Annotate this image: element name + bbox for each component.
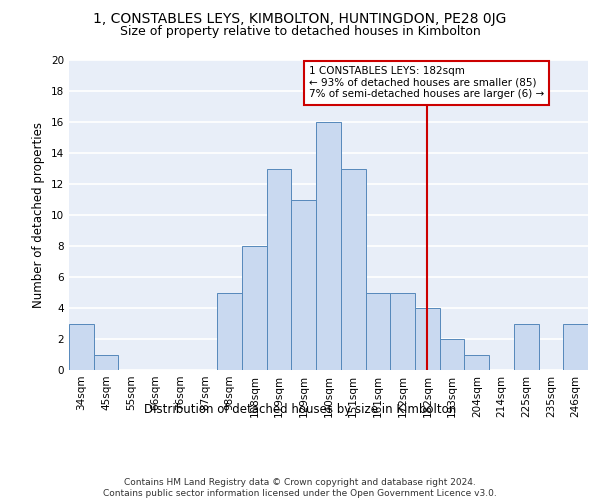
Bar (563, 324, 588, 370)
Bar (292, 200, 316, 370)
Text: Contains HM Land Registry data © Crown copyright and database right 2024.
Contai: Contains HM Land Registry data © Crown c… (103, 478, 497, 498)
Bar (267, 168, 292, 370)
Bar (217, 292, 242, 370)
Bar (341, 168, 365, 370)
Text: Distribution of detached houses by size in Kimbolton: Distribution of detached houses by size … (144, 402, 456, 415)
Bar (365, 292, 390, 370)
Bar (242, 246, 267, 370)
Y-axis label: Number of detached properties: Number of detached properties (32, 122, 46, 308)
Bar (415, 308, 440, 370)
Bar (94, 354, 118, 370)
Text: 1 CONSTABLES LEYS: 182sqm
← 93% of detached houses are smaller (85)
7% of semi-d: 1 CONSTABLES LEYS: 182sqm ← 93% of detac… (309, 66, 544, 100)
Bar (69, 324, 94, 370)
Bar (464, 354, 489, 370)
Bar (514, 324, 539, 370)
Text: Size of property relative to detached houses in Kimbolton: Size of property relative to detached ho… (119, 25, 481, 38)
Bar (440, 339, 464, 370)
Text: 1, CONSTABLES LEYS, KIMBOLTON, HUNTINGDON, PE28 0JG: 1, CONSTABLES LEYS, KIMBOLTON, HUNTINGDO… (94, 12, 506, 26)
Bar (390, 292, 415, 370)
Bar (316, 122, 341, 370)
